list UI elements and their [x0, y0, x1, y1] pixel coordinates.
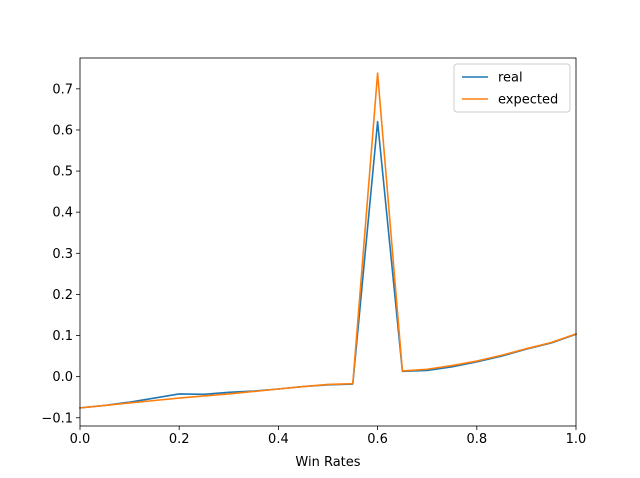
- legend-label-expected: expected: [498, 93, 558, 108]
- x-axis: 0.0 0.2 0.4 0.6 0.8 1.0: [70, 426, 587, 447]
- x-tick-label: 0.4: [268, 432, 289, 447]
- y-tick-label: 0.6: [52, 123, 73, 138]
- legend: real expected: [453, 63, 571, 113]
- y-tick-label: 0.2: [52, 288, 73, 303]
- plot-frame: [79, 57, 577, 427]
- y-tick-label: 0.0: [52, 370, 73, 385]
- y-tick-label: 0.1: [52, 329, 73, 344]
- y-tick-label: −0.1: [41, 411, 73, 426]
- y-tick-label: 0.3: [52, 247, 73, 262]
- y-tick-label: 0.5: [52, 165, 73, 180]
- x-tick-label: 0.2: [169, 432, 190, 447]
- y-tick-label: 0.7: [52, 82, 73, 97]
- y-axis: −0.1 0.0 0.1 0.2 0.3 0.4 0.5 0.6 0.7: [41, 82, 80, 426]
- x-axis-label: Win Rates: [295, 455, 360, 470]
- x-tick-label: 0.8: [466, 432, 487, 447]
- series-line-expected: [79, 72, 578, 409]
- plot-lines: [79, 72, 578, 409]
- x-tick-label: 0.6: [367, 432, 388, 447]
- legend-label-real: real: [498, 71, 523, 86]
- x-tick-label: 1.0: [566, 432, 587, 447]
- x-tick-label: 0.0: [70, 432, 91, 447]
- y-tick-label: 0.4: [52, 206, 73, 221]
- legend-box: [453, 63, 571, 113]
